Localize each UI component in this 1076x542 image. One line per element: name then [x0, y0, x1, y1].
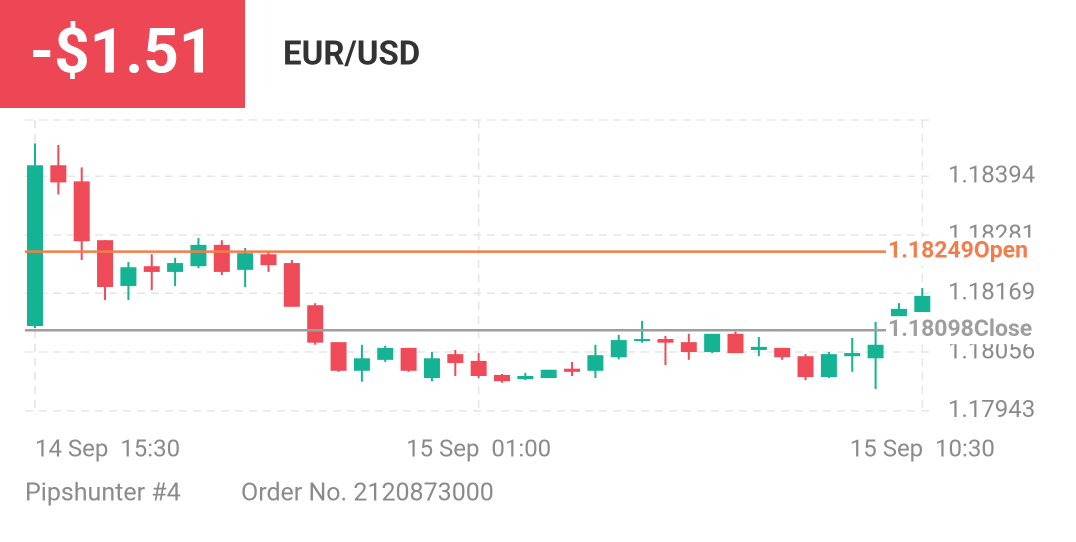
candle-body: [750, 346, 767, 350]
order-number: Order No. 2120873000: [241, 479, 494, 508]
pnl: -$1.51: [30, 15, 215, 88]
candle-body: [610, 340, 627, 358]
candle-body: [143, 266, 160, 272]
candle-body: [423, 358, 440, 379]
candle-body: [774, 347, 791, 358]
candle-body: [50, 165, 67, 183]
candle-body: [73, 181, 90, 242]
candle-body: [307, 305, 324, 343]
candle-body: [447, 354, 464, 363]
candle-body: [727, 333, 744, 354]
x-tick-label: 15 Sep 01:00: [406, 434, 551, 462]
candle-body: [634, 339, 651, 342]
candle-body: [564, 368, 581, 372]
price-label: 1.18098Close: [888, 315, 1032, 342]
price-label-bg: [886, 316, 1044, 345]
candle-body: [517, 375, 534, 380]
price-label-bg: [886, 237, 1044, 266]
account: Pipshunter #4: [25, 479, 181, 508]
symbol: EUR/USD: [283, 35, 420, 74]
candle-body: [237, 253, 254, 270]
candle-body: [914, 295, 931, 312]
price-name: Close: [974, 315, 1032, 342]
candle-body: [167, 263, 184, 272]
x-tick-label: 15 Sep 10:30: [850, 434, 995, 462]
candle-body: [704, 333, 721, 353]
price-label: 1.18249Open: [888, 237, 1028, 264]
candle-body: [260, 254, 277, 266]
candle-body: [867, 344, 884, 359]
candle-body: [680, 342, 697, 353]
candle-body: [283, 263, 300, 307]
candle-body: [657, 339, 674, 343]
price-value: 1.18098: [888, 315, 974, 342]
candle-body: [120, 267, 137, 286]
y-tick-label: 1.17943: [948, 395, 1035, 423]
price-value: 1.18249: [888, 237, 974, 264]
candle-body: [400, 347, 417, 371]
candle-body: [190, 244, 207, 267]
candle-body: [890, 308, 907, 318]
candle-body: [844, 353, 861, 357]
candle-body: [353, 358, 370, 371]
candle-body: [587, 355, 604, 371]
candle-body: [213, 244, 230, 272]
pnl-badge: [0, 0, 245, 108]
candle-body: [27, 165, 43, 327]
candle-body: [494, 374, 510, 382]
candle-body: [820, 354, 837, 378]
candle-body: [797, 356, 814, 378]
price-name: Open: [974, 237, 1028, 264]
candle-body: [540, 369, 557, 379]
y-tick-label: 1.18394: [948, 161, 1035, 189]
candle-body: [330, 342, 347, 371]
x-tick-label: 14 Sep 15:30: [35, 434, 180, 462]
candle-body: [470, 360, 487, 376]
candle-body: [377, 347, 394, 360]
y-tick-label: 1.18169: [948, 278, 1035, 306]
candle-body: [97, 240, 114, 288]
